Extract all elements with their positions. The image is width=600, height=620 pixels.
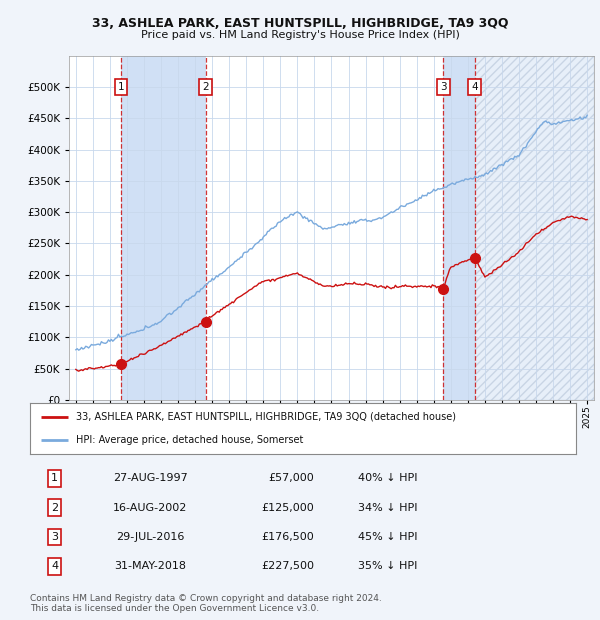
Text: 35% ↓ HPI: 35% ↓ HPI <box>358 561 417 571</box>
Text: 31-MAY-2018: 31-MAY-2018 <box>114 561 186 571</box>
Bar <box>121 56 206 400</box>
Text: £176,500: £176,500 <box>261 532 314 542</box>
Bar <box>443 56 475 400</box>
Text: 1: 1 <box>118 82 124 92</box>
Text: £125,000: £125,000 <box>261 503 314 513</box>
Text: 29-JUL-2016: 29-JUL-2016 <box>116 532 184 542</box>
Text: £227,500: £227,500 <box>261 561 314 571</box>
Text: £57,000: £57,000 <box>268 473 314 483</box>
Text: 1: 1 <box>51 473 58 483</box>
Text: 34% ↓ HPI: 34% ↓ HPI <box>358 503 417 513</box>
Text: 2: 2 <box>202 82 209 92</box>
Text: 33, ASHLEA PARK, EAST HUNTSPILL, HIGHBRIDGE, TA9 3QQ (detached house): 33, ASHLEA PARK, EAST HUNTSPILL, HIGHBRI… <box>76 412 457 422</box>
Text: 16-AUG-2002: 16-AUG-2002 <box>113 503 187 513</box>
Text: 27-AUG-1997: 27-AUG-1997 <box>113 473 187 483</box>
Text: 3: 3 <box>51 532 58 542</box>
Text: 2: 2 <box>51 503 58 513</box>
Text: HPI: Average price, detached house, Somerset: HPI: Average price, detached house, Some… <box>76 435 304 445</box>
Text: 4: 4 <box>51 561 58 571</box>
Text: Price paid vs. HM Land Registry's House Price Index (HPI): Price paid vs. HM Land Registry's House … <box>140 30 460 40</box>
Text: 40% ↓ HPI: 40% ↓ HPI <box>358 473 417 483</box>
Text: 3: 3 <box>440 82 447 92</box>
Text: 33, ASHLEA PARK, EAST HUNTSPILL, HIGHBRIDGE, TA9 3QQ: 33, ASHLEA PARK, EAST HUNTSPILL, HIGHBRI… <box>92 17 508 30</box>
Text: 45% ↓ HPI: 45% ↓ HPI <box>358 532 417 542</box>
Text: 4: 4 <box>472 82 478 92</box>
Text: Contains HM Land Registry data © Crown copyright and database right 2024.
This d: Contains HM Land Registry data © Crown c… <box>30 594 382 613</box>
Bar <box>475 56 594 400</box>
